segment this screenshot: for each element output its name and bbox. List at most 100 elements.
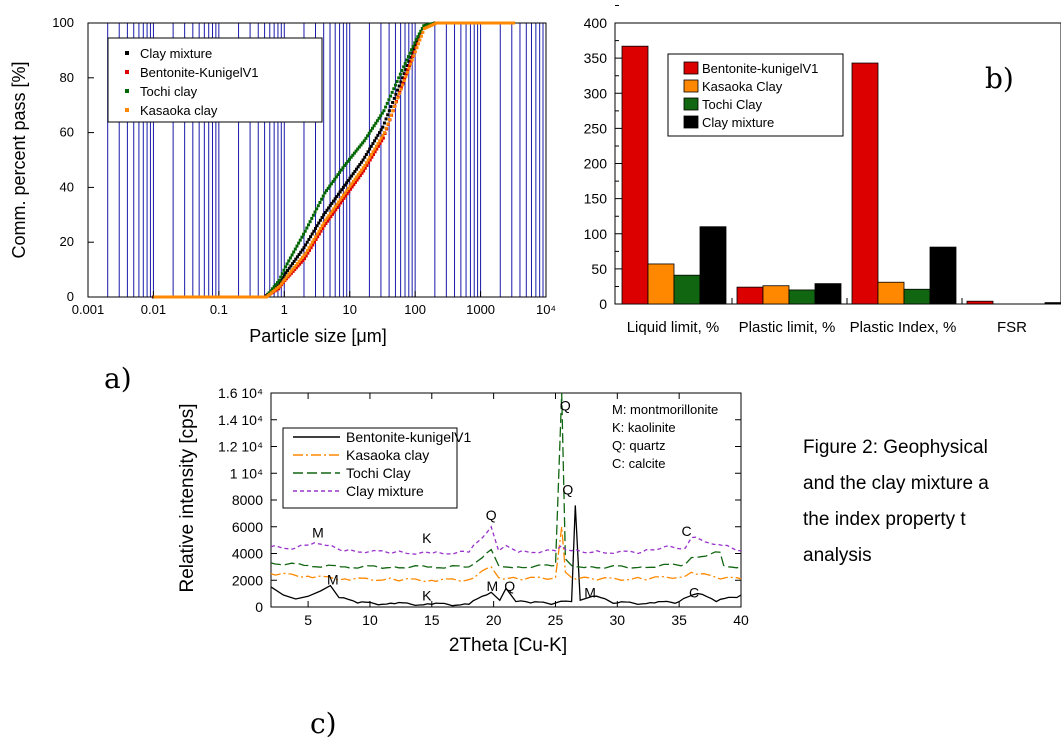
chart-c-peak-label: Q (504, 578, 515, 594)
chart-a-point-3 (285, 262, 289, 266)
chart-a-point-4 (168, 295, 172, 299)
chart-a-point-3 (298, 238, 302, 242)
chart-a-point-3 (406, 55, 410, 59)
chart-a-point-4 (327, 214, 331, 218)
chart-a-point-2 (353, 180, 357, 184)
chart-a-point-3 (377, 116, 381, 120)
chart-a-point-4 (209, 295, 213, 299)
chart-a-point-4 (348, 184, 352, 188)
chart-a-point-3 (352, 151, 356, 155)
chart-a-point-4 (188, 295, 192, 299)
chart-a-point-3 (320, 197, 324, 201)
chart-a-point-2 (304, 254, 308, 258)
chart-a-y-tick-label: 40 (60, 179, 74, 194)
chart-a-point-1 (391, 100, 395, 104)
chart-a-point-4 (251, 295, 255, 299)
chart-a-point-3 (395, 79, 399, 83)
chart-a-point-4 (456, 21, 460, 25)
chart-a-point-4 (438, 21, 442, 25)
chart-a-point-3 (422, 24, 426, 28)
chart-a-point-1 (405, 63, 409, 67)
chart-a-point-2 (312, 240, 316, 244)
chart-a-point-4 (176, 295, 180, 299)
chart-a-point-4 (353, 177, 357, 181)
chart-a-point-4 (485, 21, 489, 25)
chart-a-point-4 (392, 105, 396, 109)
chart-a-y-tick-label: 0 (67, 289, 74, 304)
chart-a-point-4 (433, 22, 437, 26)
chart-a-point-2 (339, 201, 343, 205)
chart-a-point-4 (462, 21, 466, 25)
chart-a-point-1 (317, 221, 321, 225)
chart-b-y-tick-label: 100 (584, 226, 608, 242)
chart-a-point-2 (291, 269, 295, 273)
chart-a-point-1 (351, 172, 355, 176)
chart-a-point-4 (263, 295, 267, 299)
chart-a-point-1 (394, 92, 398, 96)
chart-a-x-tick-label: 1000 (466, 302, 495, 317)
chart-a-point-3 (390, 90, 394, 94)
chart-a-point-4 (238, 295, 242, 299)
chart-b-legend-label-4: Clay mixture (702, 115, 774, 130)
chart-a-point-1 (341, 185, 345, 189)
chart-a-point-3 (413, 41, 417, 45)
chart-a-point-4 (490, 21, 494, 25)
chart-a-point-4 (287, 272, 291, 276)
chart-a-y-tick-label: 20 (60, 234, 74, 249)
chart-a-legend-label-4: Kasaoka clay (140, 103, 218, 118)
chart-a-point-4 (480, 21, 484, 25)
chart-a-point-3 (283, 265, 287, 269)
chart-a-point-4 (229, 295, 233, 299)
chart-a-point-4 (487, 21, 491, 25)
chart-a-point-1 (302, 246, 306, 250)
chart-a-point-1 (345, 181, 349, 185)
chart-a-point-3 (403, 61, 407, 65)
chart-c-x-tick-label: 35 (671, 612, 687, 628)
chart-a-point-2 (330, 212, 334, 216)
chart-a-point-1 (315, 224, 319, 228)
chart-b-category-label-4: FSR (997, 319, 1027, 336)
chart-a-point-4 (386, 122, 390, 126)
chart-a-point-4 (153, 295, 157, 299)
panel-label-a: a) (104, 362, 132, 395)
chart-a-point-3 (303, 229, 307, 233)
chart-a-point-4 (415, 46, 419, 50)
chart-a-point-3 (300, 235, 304, 239)
chart-c-legend-label-4: Clay mixture (346, 483, 424, 499)
chart-a-point-4 (305, 248, 309, 252)
chart-a-point-4 (409, 62, 413, 66)
chart-a-point-2 (350, 185, 354, 189)
chart-b-bar-3-2 (788, 289, 816, 305)
chart-a-point-4 (343, 191, 347, 195)
chart-a-point-4 (237, 295, 241, 299)
chart-a-point-4 (184, 295, 188, 299)
chart-b-legend-swatch-3 (683, 97, 699, 111)
chart-a-point-1 (320, 216, 324, 220)
chart-a-point-1 (387, 109, 391, 113)
chart-a-point-2 (326, 219, 330, 223)
chart-a-point-1 (381, 125, 385, 129)
chart-c-peak-label: C (689, 585, 699, 601)
chart-a-point-1 (400, 76, 404, 80)
chart-a-point-3 (420, 26, 424, 30)
chart-a-point-4 (271, 290, 275, 294)
chart-a-point-2 (327, 217, 331, 221)
chart-a-point-2 (329, 215, 333, 219)
chart-c-legend: Bentonite-kunigelV1 Kasaoka clay Tochi Cla… (282, 427, 472, 509)
chart-a-point-4 (472, 21, 476, 25)
chart-a-point-4 (461, 21, 465, 25)
panel-label-c: c) (310, 707, 337, 737)
chart-a-point-4 (474, 21, 478, 25)
chart-c-mineral-key: M: montmorillonite K: kaolinite Q: quartz C… (612, 402, 718, 471)
chart-a-point-1 (335, 195, 339, 199)
chart-a-point-3 (416, 35, 420, 39)
chart-b-y-tick-label: 350 (584, 50, 608, 66)
chart-a-point-4 (319, 227, 323, 230)
chart-c-y-tick-label: 6000 (232, 519, 263, 535)
chart-a-point-2 (401, 81, 405, 85)
chart-a-point-1 (289, 264, 293, 268)
chart-a-point-3 (417, 32, 421, 36)
chart-a-point-4 (346, 186, 350, 190)
chart-a-point-1 (358, 163, 362, 167)
chart-a-point-4 (366, 158, 370, 162)
